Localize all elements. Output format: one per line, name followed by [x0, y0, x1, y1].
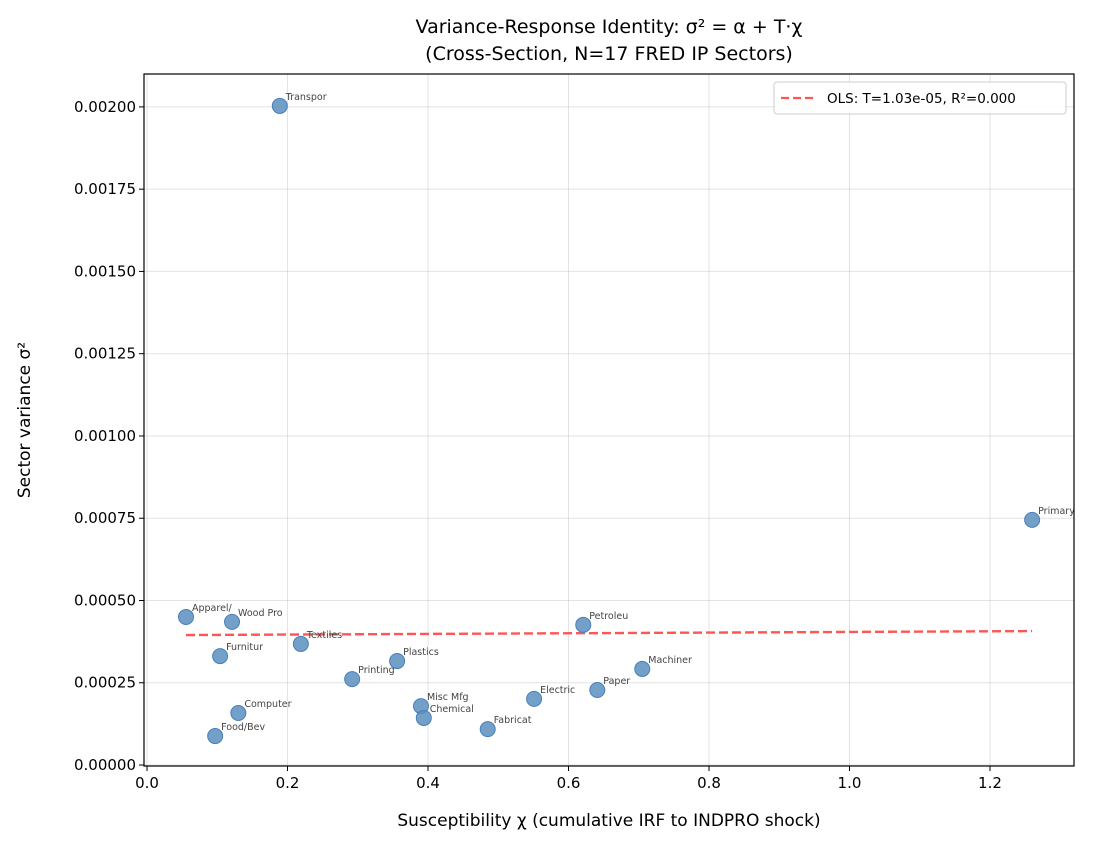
y-tick-label: 0.00050: [74, 591, 136, 609]
legend: OLS: T=1.03e-05, R²=0.000: [773, 81, 1067, 115]
y-tick-label: 0.00150: [74, 262, 136, 280]
legend-box: [773, 81, 1067, 115]
point-label: Paper: [603, 676, 630, 687]
point-label: Wood Pro: [238, 608, 283, 619]
point-label: Fabricat: [494, 715, 532, 726]
y-tick-label: 0.00025: [74, 674, 136, 692]
y-tick-label: 0.00100: [74, 427, 136, 445]
x-tick-label: 0.6: [557, 774, 581, 792]
data-point: [1024, 511, 1041, 528]
data-point: [479, 721, 496, 738]
y-axis-label: Sector variance σ²: [15, 342, 35, 498]
data-point: [526, 690, 543, 707]
plot-frame: [143, 73, 1075, 767]
data-point: [178, 608, 195, 625]
y-tick-label: 0.00200: [74, 98, 136, 116]
point-label: Furnitur: [226, 642, 263, 653]
point-label: Petroleu: [589, 611, 628, 622]
point-label: Chemical: [430, 704, 474, 715]
data-point: [230, 705, 247, 722]
point-label: Textiles: [306, 630, 342, 641]
point-label: Transpor: [285, 92, 327, 103]
point-label: Machiner: [648, 655, 692, 666]
x-tick-label: 0.4: [416, 774, 440, 792]
data-point: [589, 681, 606, 698]
point-label: Primary: [1038, 506, 1075, 517]
data-point: [292, 635, 309, 652]
point-label: Printing: [358, 665, 395, 676]
data-point: [634, 660, 651, 677]
chart-subtitle: (Cross-Section, N=17 FRED IP Sectors): [425, 43, 793, 65]
ticks: 0.0 0.2 0.4 0.6 0.8 1.0 1.2 0.00000 0.00025 0.000…: [74, 98, 1002, 792]
x-tick-label: 1.0: [838, 774, 862, 792]
point-label: Plastics: [403, 647, 439, 658]
data-point: [575, 616, 592, 633]
x-tick-label: 0.8: [697, 774, 721, 792]
y-tick-label: 0.00175: [74, 180, 136, 198]
data-point: [224, 613, 241, 630]
x-tick-label: 1.2: [978, 774, 1002, 792]
ols-line: [186, 629, 1033, 637]
data-point: [212, 648, 229, 665]
points: Transpor Primary Apparel/Wood Pro Furnitur T…: [178, 92, 1075, 745]
point-label: Computer: [244, 699, 291, 710]
y-tick-label: 0.00125: [74, 345, 136, 363]
chart-title: Variance-Response Identity: σ² = α + T·χ: [416, 16, 803, 38]
point-label: Food/Bev: [221, 722, 265, 733]
y-tick-label: 0.00075: [74, 509, 136, 527]
ols-fit-line: [186, 629, 1033, 637]
grid: [144, 74, 1074, 766]
x-tick-label: 0.2: [276, 774, 300, 792]
legend-label: OLS: T=1.03e-05, R²=0.000: [827, 91, 1016, 107]
data-point: [415, 709, 432, 726]
x-tick-label: 0.0: [135, 774, 159, 792]
data-point: [207, 728, 224, 745]
data-point: [271, 97, 288, 114]
y-tick-label: 0.00000: [74, 756, 136, 774]
data-point: [389, 653, 406, 670]
data-point: [344, 671, 361, 688]
x-axis-label: Susceptibility χ (cumulative IRF to INDP…: [397, 811, 820, 831]
point-label: Electric: [540, 685, 575, 696]
point-label: Apparel/: [192, 603, 233, 614]
point-label: Misc Mfg: [427, 692, 469, 703]
